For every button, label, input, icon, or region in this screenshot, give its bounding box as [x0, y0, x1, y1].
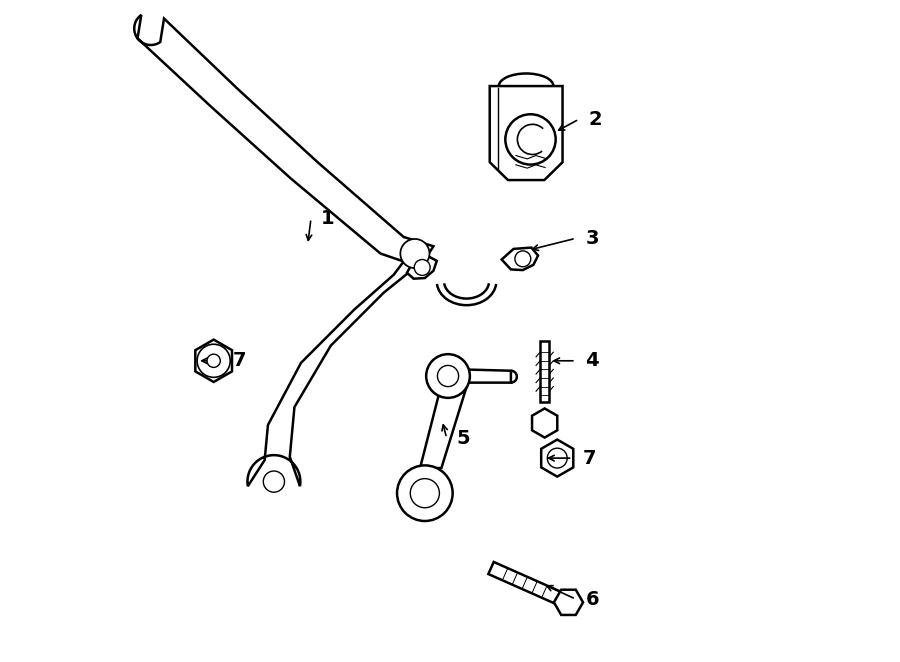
Polygon shape — [554, 590, 583, 615]
Polygon shape — [407, 256, 436, 279]
Polygon shape — [540, 341, 549, 402]
Text: 3: 3 — [586, 229, 599, 248]
Text: 7: 7 — [582, 449, 596, 467]
Text: 1: 1 — [320, 209, 334, 228]
Circle shape — [197, 344, 230, 377]
Circle shape — [515, 251, 531, 267]
Polygon shape — [541, 440, 573, 477]
Circle shape — [410, 479, 439, 508]
Circle shape — [207, 354, 220, 367]
Circle shape — [505, 115, 555, 165]
Polygon shape — [490, 86, 562, 180]
Circle shape — [414, 260, 430, 275]
Polygon shape — [501, 248, 538, 270]
Text: 6: 6 — [586, 590, 599, 608]
Circle shape — [547, 448, 567, 468]
Circle shape — [397, 465, 453, 521]
Polygon shape — [134, 15, 434, 486]
Text: 5: 5 — [456, 429, 470, 448]
Polygon shape — [489, 562, 564, 605]
Text: 2: 2 — [589, 110, 602, 128]
Polygon shape — [419, 376, 468, 470]
Circle shape — [437, 365, 459, 387]
Polygon shape — [462, 369, 511, 383]
Text: 4: 4 — [586, 352, 599, 370]
Circle shape — [427, 354, 470, 398]
Text: 7: 7 — [233, 352, 247, 370]
Circle shape — [264, 471, 284, 493]
Polygon shape — [532, 408, 557, 438]
Polygon shape — [195, 340, 232, 382]
Circle shape — [400, 239, 429, 268]
